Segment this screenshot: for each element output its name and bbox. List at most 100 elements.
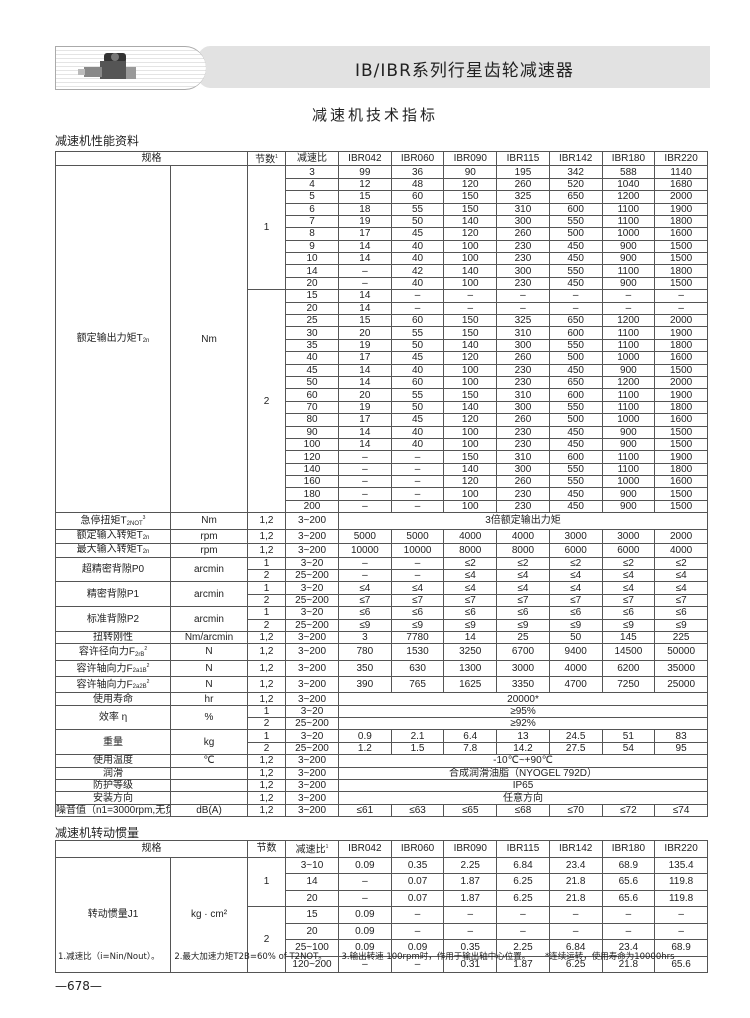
value-cell: 6.25 — [496, 873, 550, 891]
value-cell: 140 — [443, 264, 498, 278]
stage-cell: 2 — [247, 568, 286, 583]
value-cell: – — [338, 499, 392, 514]
value-cell: – — [390, 556, 445, 571]
value-cell: 325 — [496, 190, 550, 204]
ratio-cell: 8 — [285, 227, 339, 241]
table-row: 防护等级 1,2 3~200 IP65 — [55, 779, 708, 793]
col-ratio: 减速比 — [285, 150, 339, 167]
table-row: 2 25~200 ≤7 ≤7 ≤7 ≤7 ≤7 ≤7 ≤7 — [56, 593, 708, 608]
value-cell: 1200 — [601, 375, 656, 390]
table-row: 扭转刚性 Nm/arcmin 1,2 3~200 3 7780 14 25 50 145 225 — [55, 630, 708, 645]
value-cell: – — [496, 922, 550, 940]
value-cell: 36 — [390, 165, 445, 179]
table-row: 使用寿命 hr 1,2 3~200 20000* — [55, 692, 708, 706]
stage-cell: 1,2 — [247, 542, 286, 558]
value-cell: 0.9 — [338, 729, 392, 743]
ratio-cell: 3~200 — [285, 675, 339, 694]
value-cell: 10000 — [390, 542, 445, 558]
ratio-cell: 4 — [285, 177, 339, 192]
value-cell: 225 — [654, 630, 708, 645]
value-cell: 260 — [496, 227, 550, 241]
value-cell: 1000 — [601, 227, 656, 241]
value-cell: 100 — [443, 276, 498, 291]
spec-unit: rpm — [170, 528, 248, 544]
value-cell: – — [390, 568, 445, 583]
banner-bar — [195, 46, 710, 88]
value-cell: 19 — [338, 400, 392, 415]
ratio-cell: 15 — [285, 906, 339, 924]
ratio-cell: 3~200 — [285, 803, 339, 818]
spec-unit: arcmin — [170, 556, 248, 583]
spec-name: 防护等级 — [55, 779, 171, 793]
ratio-cell: 70 — [285, 400, 339, 415]
ratio-cell: 20 — [285, 276, 339, 291]
ratio-cell: 3~200 — [285, 643, 339, 661]
table-row: 效率 η% 1 3~20 ≥95% — [55, 704, 708, 731]
value-cell: – — [601, 301, 656, 316]
value-cell: 1600 — [654, 413, 708, 427]
value-cell: 550 — [548, 214, 603, 229]
value-cell: 14500 — [601, 643, 656, 661]
value-cell: 100 — [443, 499, 498, 514]
table-row: 25 15 60 150 325 650 1200 2000 — [56, 313, 708, 328]
spec-name: 额定输入转矩T2n — [55, 528, 171, 544]
value-cell: ≤6 — [548, 606, 603, 620]
value-cell: 588 — [601, 165, 656, 179]
value-cell: 230 — [496, 499, 550, 514]
spec-unit: kg — [170, 729, 248, 756]
value-cell: 1900 — [654, 326, 708, 340]
value-cell: 1600 — [654, 475, 708, 489]
table-row: 容许轴向力F2a2B2 N 1,2 3~200 390 765 1625 3350 4700 72… — [55, 675, 708, 694]
value-cell: ≤4 — [654, 581, 708, 595]
value-cell: 520 — [548, 177, 603, 192]
value-cell: 100 — [443, 425, 498, 439]
spec-name: 润滑 — [55, 766, 171, 781]
value-cell: 150 — [443, 313, 498, 328]
col-model: IBR220 — [654, 150, 708, 167]
value-cell: 14 — [443, 630, 498, 645]
value-cell: 14.2 — [496, 741, 550, 756]
spec-unit: Nm — [170, 512, 248, 530]
ratio-cell: 3~200 — [285, 779, 339, 793]
value-cell: 1500 — [654, 363, 708, 377]
value-cell: 450 — [548, 437, 603, 452]
value-cell: 17 — [338, 227, 392, 241]
value-cell: 14 — [338, 301, 392, 316]
value-cell: – — [338, 450, 392, 464]
value-cell: 9400 — [548, 643, 603, 661]
value-cell: 100 — [443, 487, 498, 501]
value-cell: 55 — [390, 326, 445, 340]
table-row: 9 14 40 100 230 450 900 1500 — [56, 239, 708, 254]
value-cell: ≤7 — [338, 593, 392, 608]
table-row: 5 15 60 150 325 650 1200 2000 — [56, 190, 708, 204]
value-cell: 230 — [496, 363, 550, 377]
table-row: 润滑 1,2 3~200 合成润滑油脂（NYOGEL 792D） — [55, 766, 708, 781]
value-cell: – — [548, 289, 603, 303]
value-cell: 4000 — [443, 528, 498, 544]
value-cell: 600 — [548, 202, 603, 216]
table-row: 额定输出力矩T2n Nm 1 3 99 36 90 195 342 588 1140 — [55, 165, 708, 514]
value-cell: – — [338, 873, 392, 891]
value-cell: 119.8 — [654, 889, 708, 907]
value-cell: ≤4 — [548, 568, 603, 583]
value-cell: 450 — [548, 363, 603, 377]
value-cell: 50000 — [654, 643, 708, 661]
value-cell: 2.1 — [390, 729, 445, 743]
value-cell: – — [601, 906, 656, 924]
spec-unit: N — [170, 643, 248, 661]
value-cell: 300 — [496, 462, 550, 477]
value-cell: 230 — [496, 425, 550, 439]
table-row: 20–0.07 1.87 6.25 21.8 65.6 119.8 — [56, 889, 708, 907]
value-cell: 17 — [338, 413, 392, 427]
stage-cell: 1 — [247, 581, 286, 595]
value-cell: 600 — [548, 450, 603, 464]
col-model: IBR042 — [338, 840, 392, 858]
value-cell: 1800 — [654, 214, 708, 229]
value-cell: 60 — [390, 313, 445, 328]
table-row: 120– –150 310 600 1100 1900 — [56, 450, 708, 464]
value-cell: 2000 — [654, 528, 708, 544]
value-cell: 100 — [443, 252, 498, 266]
value-cell: 24.5 — [548, 729, 603, 743]
value-cell: 40 — [390, 363, 445, 377]
value-cell: 3000 — [548, 528, 603, 544]
